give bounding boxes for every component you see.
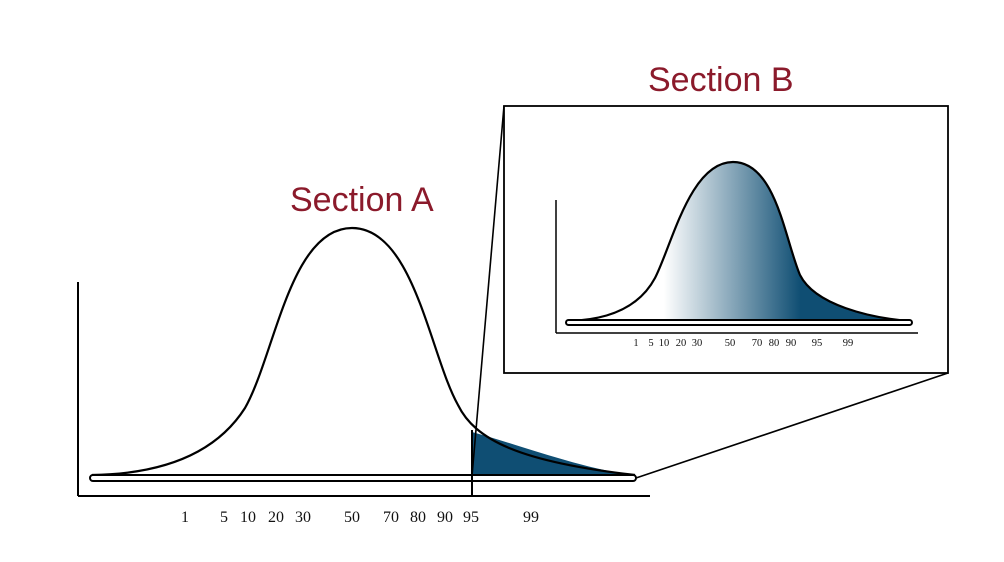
section-a-baseline-bar [89, 474, 637, 482]
section-a-tick-labels: 1 5 10 20 30 50 70 80 90 95 99 [181, 509, 539, 526]
section-b-tick-label: 50 [725, 338, 736, 349]
section-a-tail-fill [472, 432, 635, 481]
section-a-tick-label: 30 [295, 509, 311, 526]
section-a-bell-curve [91, 226, 636, 477]
section-b-tick-label: 80 [769, 338, 780, 349]
section-b-baseline-bar [565, 319, 913, 326]
section-a-tick-label: 80 [410, 509, 426, 526]
section-b-tick-label: 5 [648, 338, 653, 349]
section-a-tick-label: 20 [268, 509, 284, 526]
section-b-tick-label: 90 [786, 338, 797, 349]
section-b: Section B 1 5 10 20 30 50 70 80 90 95 99 [503, 61, 949, 374]
section-b-gradient-fill [568, 162, 910, 324]
section-a-tick-label: 1 [181, 509, 189, 526]
section-a-tick-label: 70 [383, 509, 399, 526]
zoom-connectors [471, 105, 949, 479]
section-b-tick-label: 10 [659, 338, 670, 349]
zoom-connector-top [471, 105, 505, 477]
section-a-tick-label: 50 [344, 509, 360, 526]
section-a-tick-label: 10 [240, 509, 256, 526]
zoom-connector-bottom [635, 372, 949, 479]
section-b-tick-label: 1 [633, 338, 638, 349]
section-b-tick-labels: 1 5 10 20 30 50 70 80 90 95 99 [633, 338, 853, 349]
section-b-tick-label: 95 [812, 338, 823, 349]
section-b-bell-curve [567, 160, 911, 323]
section-a-tick-label: 95 [463, 509, 479, 526]
section-b-tick-label: 70 [752, 338, 763, 349]
section-b-tick-label: 99 [843, 338, 854, 349]
section-b-tick-label: 20 [676, 338, 687, 349]
section-a-tick-label: 99 [523, 509, 539, 526]
section-a-tick-label: 5 [220, 509, 228, 526]
section-b-title: Section B [648, 61, 794, 99]
section-b-tick-label: 30 [692, 338, 703, 349]
section-a: Section A 1 5 10 20 30 50 70 80 90 95 99 [77, 181, 650, 526]
section-a-tick-label: 90 [437, 509, 453, 526]
section-a-title: Section A [290, 181, 434, 219]
